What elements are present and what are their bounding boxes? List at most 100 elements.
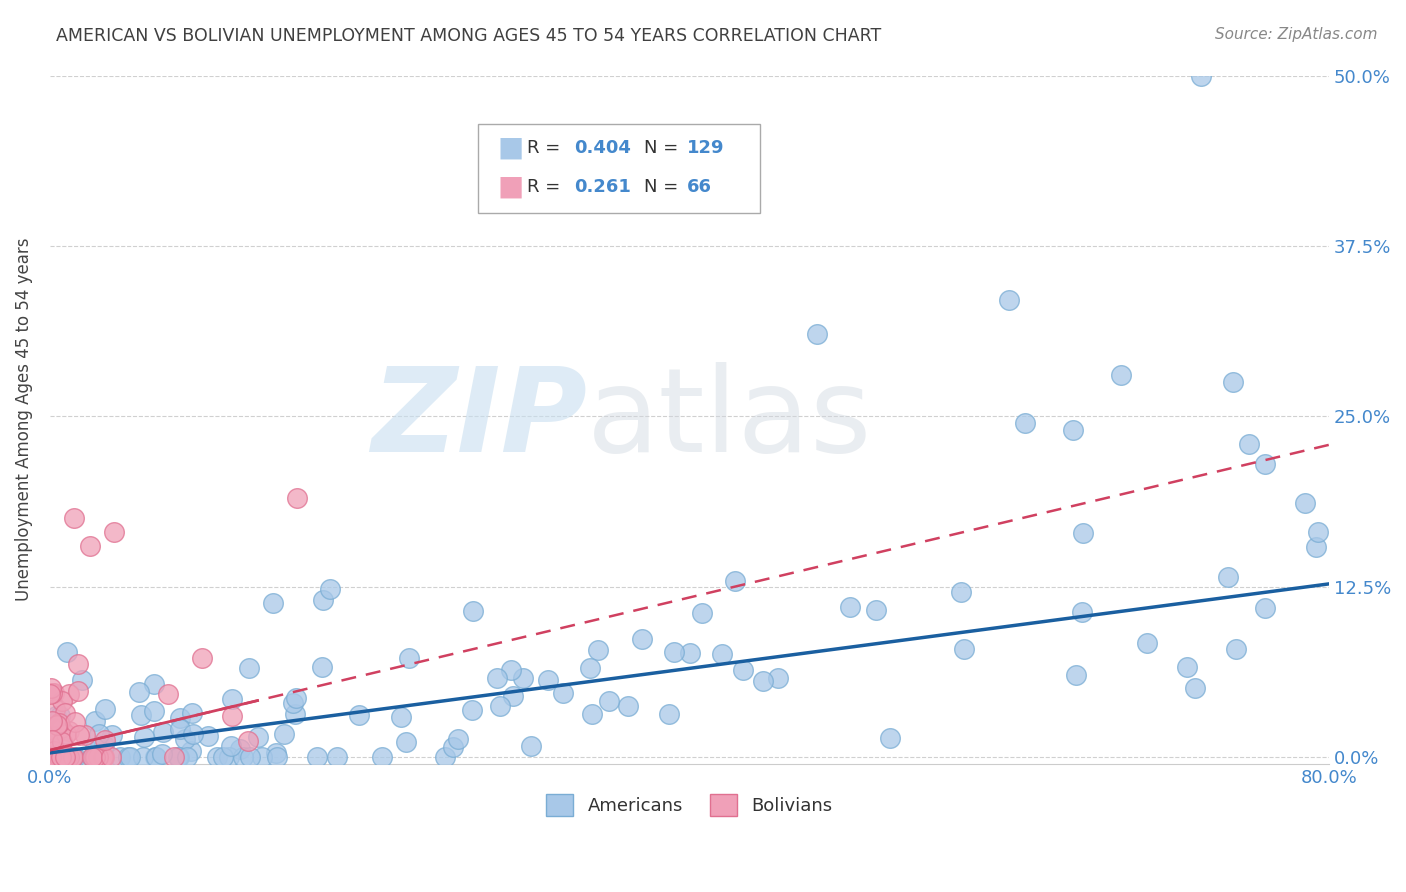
Point [1175, 660, 1198, 674]
Point [174, 732, 197, 747]
Point [84, 714, 107, 728]
Point [42, 744, 65, 758]
Point [239, 750, 262, 764]
Point [806, 327, 828, 342]
Point [39, 723, 62, 737]
Point [51, 750, 73, 764]
Point [631, 632, 654, 646]
Point [51, 734, 73, 748]
Point [229, 741, 252, 756]
Point [94, 702, 117, 716]
Point [766, 671, 789, 685]
Point [44, 686, 66, 700]
Point [150, 747, 173, 761]
Point [389, 710, 412, 724]
Point [731, 663, 754, 677]
Point [131, 750, 153, 764]
FancyBboxPatch shape [478, 124, 759, 213]
Point [46, 718, 69, 732]
Point [55, 750, 77, 764]
Point [238, 660, 260, 674]
Point [273, 727, 295, 741]
Point [839, 600, 862, 615]
Text: 0.404: 0.404 [574, 139, 631, 157]
Point [447, 732, 470, 747]
Point [93, 738, 115, 752]
Point [145, 750, 167, 764]
Point [62, 511, 84, 525]
Text: R =: R = [527, 139, 560, 157]
Point [100, 750, 122, 764]
Point [42, 750, 65, 764]
Point [42, 729, 65, 743]
Point [51, 721, 73, 735]
Point [1064, 668, 1087, 682]
Point [143, 677, 166, 691]
Point [56, 750, 79, 764]
Point [44, 750, 66, 764]
Point [87, 727, 110, 741]
Point [1071, 526, 1094, 541]
Point [581, 706, 603, 721]
Point [66, 684, 89, 698]
Point [51, 750, 73, 764]
Text: atlas: atlas [586, 362, 872, 477]
Text: N =: N = [644, 178, 679, 196]
Point [512, 671, 534, 685]
Point [167, 750, 190, 764]
Text: 0.261: 0.261 [574, 178, 631, 196]
Text: ZIP: ZIP [371, 362, 586, 477]
Point [266, 750, 288, 764]
Point [181, 727, 204, 741]
Point [55, 750, 77, 764]
Point [39, 750, 62, 764]
Text: ■: ■ [498, 134, 523, 161]
Point [347, 708, 370, 723]
Point [879, 731, 901, 746]
Point [579, 661, 602, 675]
Point [434, 750, 457, 764]
Point [499, 663, 522, 677]
Point [998, 293, 1021, 308]
Point [45, 750, 67, 764]
Point [180, 744, 202, 758]
Point [45, 708, 67, 723]
Point [89, 739, 111, 754]
Point [46, 718, 69, 732]
Point [80, 750, 103, 764]
Point [953, 642, 976, 657]
Point [586, 642, 609, 657]
Point [485, 671, 508, 685]
Text: Source: ZipAtlas.com: Source: ZipAtlas.com [1215, 27, 1378, 42]
Y-axis label: Unemployment Among Ages 45 to 54 years: Unemployment Among Ages 45 to 54 years [15, 238, 32, 601]
Point [284, 690, 307, 705]
Point [1136, 636, 1159, 650]
Point [283, 696, 305, 710]
Point [180, 706, 202, 721]
Point [79, 539, 101, 553]
Point [724, 574, 747, 588]
Point [162, 750, 184, 764]
Point [51, 750, 73, 764]
Point [658, 706, 681, 721]
Point [325, 750, 347, 764]
Point [142, 704, 165, 718]
Point [284, 707, 307, 722]
Point [65, 750, 87, 764]
Point [58, 750, 80, 764]
Point [84, 750, 107, 764]
Point [212, 750, 235, 764]
Point [710, 648, 733, 662]
Point [39, 750, 62, 764]
Point [949, 585, 972, 599]
Point [62, 750, 84, 764]
Point [42, 750, 65, 764]
Point [176, 750, 198, 764]
Point [49, 750, 72, 764]
Point [41, 732, 63, 747]
Point [103, 525, 125, 540]
Point [191, 651, 214, 665]
Point [58, 723, 80, 738]
Legend: Americans, Bolivians: Americans, Bolivians [538, 787, 839, 823]
Point [167, 750, 190, 764]
